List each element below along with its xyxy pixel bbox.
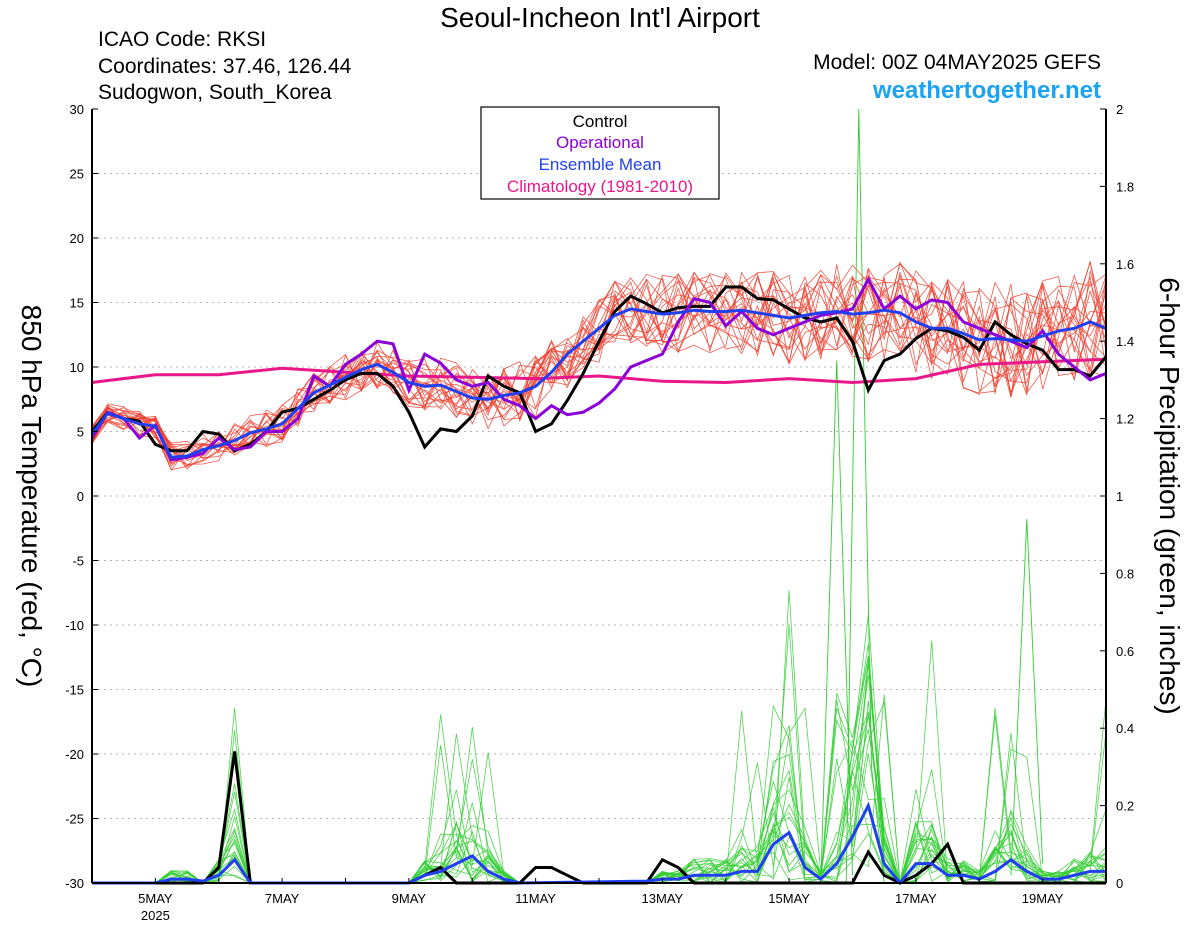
y2-tick-label: 1.2	[1116, 412, 1134, 427]
axes	[91, 109, 1107, 884]
precip-member-line	[92, 660, 1107, 885]
y-tick-label: 30	[70, 102, 84, 117]
y2-tick-label: 1.4	[1116, 334, 1134, 349]
precip-member-line	[92, 663, 1107, 884]
y2-tick-label: 1	[1116, 489, 1123, 504]
legend-item-control: Control	[573, 112, 628, 131]
y-tick-label: -10	[65, 618, 84, 633]
x-tick-label: 7MAY	[265, 891, 300, 906]
legend-item-climatology: Climatology (1981-2010)	[507, 177, 693, 196]
coordinates: Coordinates: 37.46, 126.44	[98, 55, 352, 78]
y2-tick-label: 0	[1116, 876, 1123, 891]
chart-title: Seoul-Incheon Int'l Airport	[440, 2, 760, 33]
y-tick-label: 25	[70, 167, 84, 182]
ensemble-mean-temperature-line	[90, 307, 1107, 459]
x-tick-label: 13MAY	[642, 891, 684, 906]
precip-member-line	[1010, 519, 1044, 876]
y-tick-label: -15	[65, 683, 84, 698]
y-tick-label: -25	[65, 812, 84, 827]
legend-item-ensemble-mean: Ensemble Mean	[539, 155, 662, 174]
precip-member-line	[92, 663, 1107, 885]
location: Sudogwon, South_Korea	[98, 81, 332, 104]
temperature-member-line	[91, 260, 1107, 465]
precip-member-line	[845, 108, 885, 884]
y2-tick-label: 0.4	[1116, 721, 1134, 736]
legend: Control Operational Ensemble Mean Climat…	[480, 106, 720, 200]
y2-tick-label: 0.6	[1116, 644, 1134, 659]
y2-tick-label: 0.8	[1116, 566, 1134, 581]
precip-members	[92, 108, 1107, 885]
y-tick-label: 15	[70, 296, 84, 311]
x-tick-label: 9MAY	[392, 891, 427, 906]
y-tick-label: -5	[72, 554, 84, 569]
temperature-member-line	[91, 272, 1107, 452]
climatology-line	[91, 357, 1107, 385]
precip-member-line	[820, 360, 853, 884]
y2-tick-label: 2	[1116, 102, 1123, 117]
tick-labels: 302520151050-5-10-15-20-25-3021.81.61.41…	[65, 102, 1134, 923]
legend-box	[480, 106, 720, 200]
y-axis-title: 850 hPa Temperature (red, °C)	[16, 305, 47, 688]
x-tick-label: 19MAY	[1022, 891, 1064, 906]
y2-tick-label: 0.2	[1116, 799, 1134, 814]
y-tick-label: 0	[77, 489, 84, 504]
x-tick-label: 5MAY	[138, 891, 173, 906]
x-tick-label: 11MAY	[515, 891, 556, 906]
y-tick-label: 20	[70, 231, 84, 246]
icao-code: ICAO Code: RKSI	[98, 28, 267, 51]
main-series	[90, 276, 1108, 886]
model-run: Model: 00Z 04MAY2025 GEFS	[813, 51, 1101, 74]
temperature-members	[91, 260, 1107, 471]
x-tick-label: 17MAY	[895, 891, 937, 906]
y-tick-label: 5	[77, 425, 84, 440]
site-link[interactable]: weathertogether.net	[872, 77, 1101, 104]
y2-tick-label: 1.6	[1116, 257, 1134, 272]
y-tick-label: -30	[65, 876, 84, 891]
y-tick-label: 10	[70, 360, 84, 375]
precip-member-line	[92, 656, 1107, 884]
temperature-member-line	[91, 270, 1107, 466]
temperature-member-line	[91, 264, 1107, 470]
temperature-member-line	[91, 275, 1107, 457]
y2-axis-title: 6-hour Precipitation (green, inches)	[1154, 277, 1185, 714]
y2-tick-label: 1.8	[1116, 179, 1134, 194]
operational-temperature-line	[90, 276, 1107, 462]
temperature-member-line	[91, 261, 1107, 465]
x-year-label: 2025	[141, 908, 170, 923]
legend-item-operational: Operational	[556, 133, 644, 152]
y-tick-label: -20	[65, 747, 84, 762]
grid-lines	[92, 173, 1106, 819]
x-tick-label: 15MAY	[768, 891, 810, 906]
temperature-member-line	[91, 272, 1107, 461]
